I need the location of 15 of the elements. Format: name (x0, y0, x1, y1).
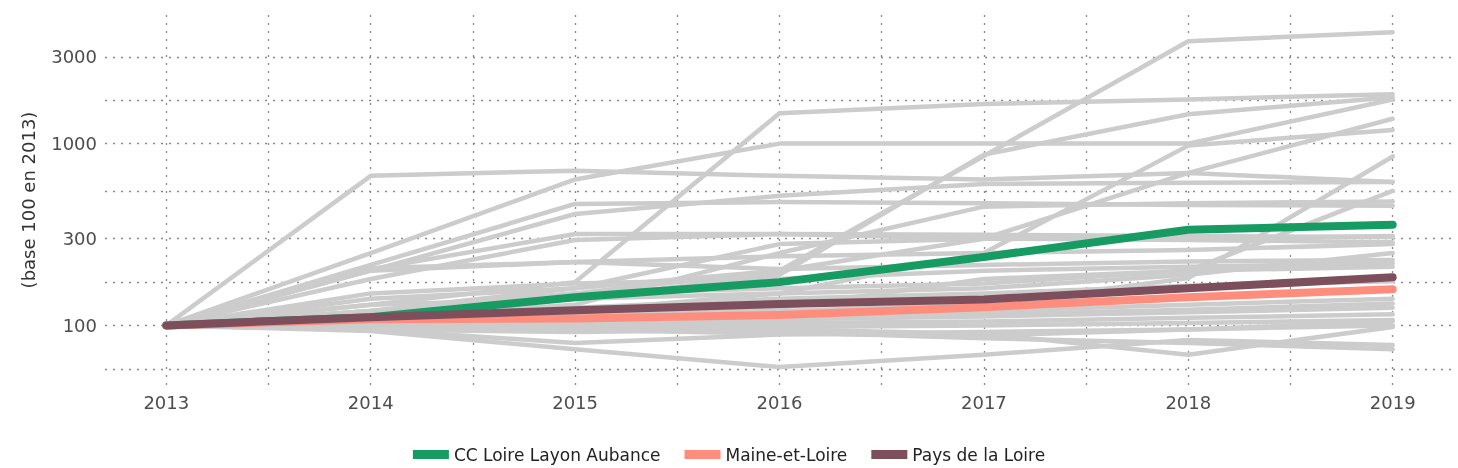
x-tick-label: 2016 (756, 391, 803, 413)
legend-label: CC Loire Layon Aubance (453, 444, 661, 465)
y-tick-label: 100 (62, 314, 97, 336)
y-tick-label: 1000 (51, 133, 97, 155)
y-tick-label: 3000 (51, 46, 97, 68)
x-tick-label: 2017 (960, 391, 1007, 413)
x-tick-label: 2015 (552, 391, 599, 413)
legend-label: Maine-et-Loire (725, 444, 848, 465)
x-tick-label: 2013 (143, 391, 190, 413)
x-tick-label: 2019 (1369, 391, 1416, 413)
legend-label: Pays de la Loire (912, 444, 1046, 465)
x-tick-label: 2018 (1165, 391, 1212, 413)
y-axis-title: (base 100 en 2013) (17, 111, 39, 289)
y-tick-label: 300 (62, 228, 97, 250)
x-tick-label: 2014 (347, 391, 394, 413)
